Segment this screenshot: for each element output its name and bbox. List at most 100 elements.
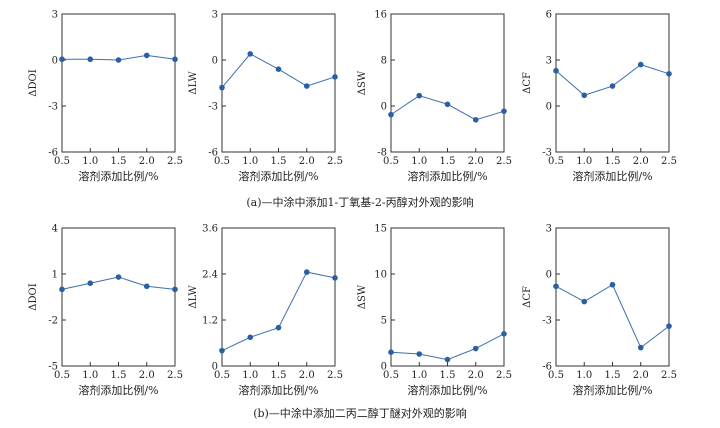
y-tick-label: 0: [546, 270, 552, 281]
x-tick-label: 1.0: [82, 156, 98, 167]
x-tick-label: 0.5: [383, 156, 399, 167]
x-tick-label: 0.5: [54, 156, 70, 167]
data-point: [501, 331, 507, 337]
x-tick-label: 2.5: [496, 156, 512, 167]
y-tick-label: -2: [48, 316, 58, 327]
y-tick-label: -3: [208, 102, 218, 113]
data-point: [472, 345, 479, 352]
data-point: [275, 324, 282, 331]
chart-panel-7: 0.5 1.0 1.5 2.0 2.5 0 5 10 15 ΔSW 溶剂添加比例/%: [357, 224, 512, 398]
plot-frame: [221, 227, 336, 367]
plot-frame: [390, 13, 505, 153]
x-tick-label: 2.5: [327, 370, 343, 381]
x-tick-label: 1.0: [411, 370, 427, 381]
data-point: [87, 280, 94, 287]
plot-frame: [555, 13, 670, 153]
series-line: [221, 271, 336, 352]
y-tick-label: 16: [374, 10, 387, 21]
x-tick-label: 2.5: [661, 156, 677, 167]
caption-b: (b)—中涂中添加二丙二醇丁醚对外观的影响: [253, 407, 467, 420]
y-tick-label: 2.4: [202, 270, 218, 281]
data-point: [172, 56, 178, 63]
y-tick-label: 3: [546, 224, 552, 235]
data-point: [247, 51, 254, 57]
x-tick-label: 0.5: [54, 370, 70, 381]
y-tick-label: 0: [381, 102, 387, 113]
data-point: [332, 74, 338, 80]
x-tick-label: 2.0: [468, 156, 484, 167]
chart-panel-8: 0.5 1.0 1.5 2.0 2.5 -6 -3 0 3 ΔCF 溶剂添加比例/%: [522, 224, 677, 398]
y-tick-label: 5: [381, 316, 387, 327]
x-tick-label: 1.5: [111, 370, 127, 381]
x-tick-label: 1.0: [82, 370, 98, 381]
data-point: [637, 61, 644, 68]
y-tick-label: -3: [48, 102, 58, 113]
x-tick-label: 2.5: [661, 370, 677, 381]
y-axis-label: ΔSW: [357, 70, 368, 95]
data-point: [666, 323, 672, 329]
x-tick-label: 2.0: [468, 370, 484, 381]
y-tick-label: 0: [546, 102, 552, 113]
y-tick-label: 10: [374, 270, 387, 281]
x-axis-label: 溶剂添加比例/%: [407, 169, 487, 183]
x-tick-label: 2.0: [633, 156, 649, 167]
y-tick-label: -5: [48, 362, 58, 373]
chart-panel-3: 0.5 1.0 1.5 2.0 2.5 -8 0 8 16 ΔSW 溶剂添加比例/%: [357, 10, 512, 184]
data-point: [416, 92, 423, 99]
y-tick-label: 3: [546, 56, 552, 67]
y-tick-label: 8: [381, 56, 387, 67]
y-tick-label: 4: [52, 224, 58, 235]
data-point: [388, 111, 394, 118]
x-tick-label: 1.5: [111, 156, 127, 167]
y-tick-label: 0: [52, 56, 58, 67]
y-tick-label: 6: [546, 10, 552, 21]
x-tick-label: 1.0: [242, 370, 258, 381]
y-tick-label: -6: [48, 148, 58, 159]
x-tick-label: 0.5: [214, 370, 230, 381]
chart-panel-4: 0.5 1.0 1.5 2.0 2.5 -3 0 3 6 ΔCF 溶剂添加比例/%: [522, 10, 677, 184]
chart-panel-6: 0.5 1.0 1.5 2.0 2.5 0 1.2 2.4 3.6 ΔLW 溶剂添加比例/%: [188, 224, 343, 398]
y-axis-label: ΔDOI: [28, 69, 39, 96]
y-axis-label: ΔLW: [188, 285, 199, 309]
x-axis-label: 溶剂添加比例/%: [78, 383, 158, 397]
series-line: [390, 95, 505, 121]
x-tick-label: 1.0: [576, 156, 592, 167]
y-tick-label: 0: [212, 56, 218, 67]
plot-frame: [61, 227, 176, 367]
x-tick-label: 0.5: [383, 370, 399, 381]
plot-frame: [390, 227, 505, 367]
x-tick-label: 0.5: [214, 156, 230, 167]
y-tick-label: -8: [377, 148, 387, 159]
data-point: [416, 351, 423, 357]
data-point: [444, 101, 451, 108]
x-tick-label: 2.0: [139, 370, 155, 381]
series-line: [555, 284, 670, 349]
data-point: [115, 274, 122, 280]
x-axis-label: 溶剂添加比例/%: [238, 383, 318, 397]
x-tick-label: 2.0: [299, 370, 315, 381]
y-axis-label: ΔLW: [188, 71, 199, 95]
x-tick-label: 1.5: [271, 370, 287, 381]
y-tick-label: 3: [212, 10, 218, 21]
data-point: [275, 66, 282, 72]
data-point: [219, 347, 225, 354]
x-tick-label: 0.5: [548, 156, 564, 167]
series-line: [555, 64, 670, 96]
y-axis-label: ΔCF: [522, 72, 533, 94]
y-tick-label: -6: [208, 148, 218, 159]
data-point: [609, 281, 616, 288]
y-axis-label: ΔCF: [522, 286, 533, 308]
x-axis-label: 溶剂添加比例/%: [572, 383, 652, 397]
data-point: [472, 117, 479, 123]
x-tick-label: 2.0: [299, 156, 315, 167]
data-point: [59, 56, 65, 63]
data-point: [143, 283, 150, 290]
plot-frame: [221, 13, 336, 153]
plot-frame: [61, 13, 176, 153]
x-axis-label: 溶剂添加比例/%: [572, 169, 652, 183]
data-point: [303, 269, 310, 275]
x-tick-label: 2.5: [496, 370, 512, 381]
y-tick-label: -3: [542, 316, 552, 327]
x-axis-label: 溶剂添加比例/%: [78, 169, 158, 183]
